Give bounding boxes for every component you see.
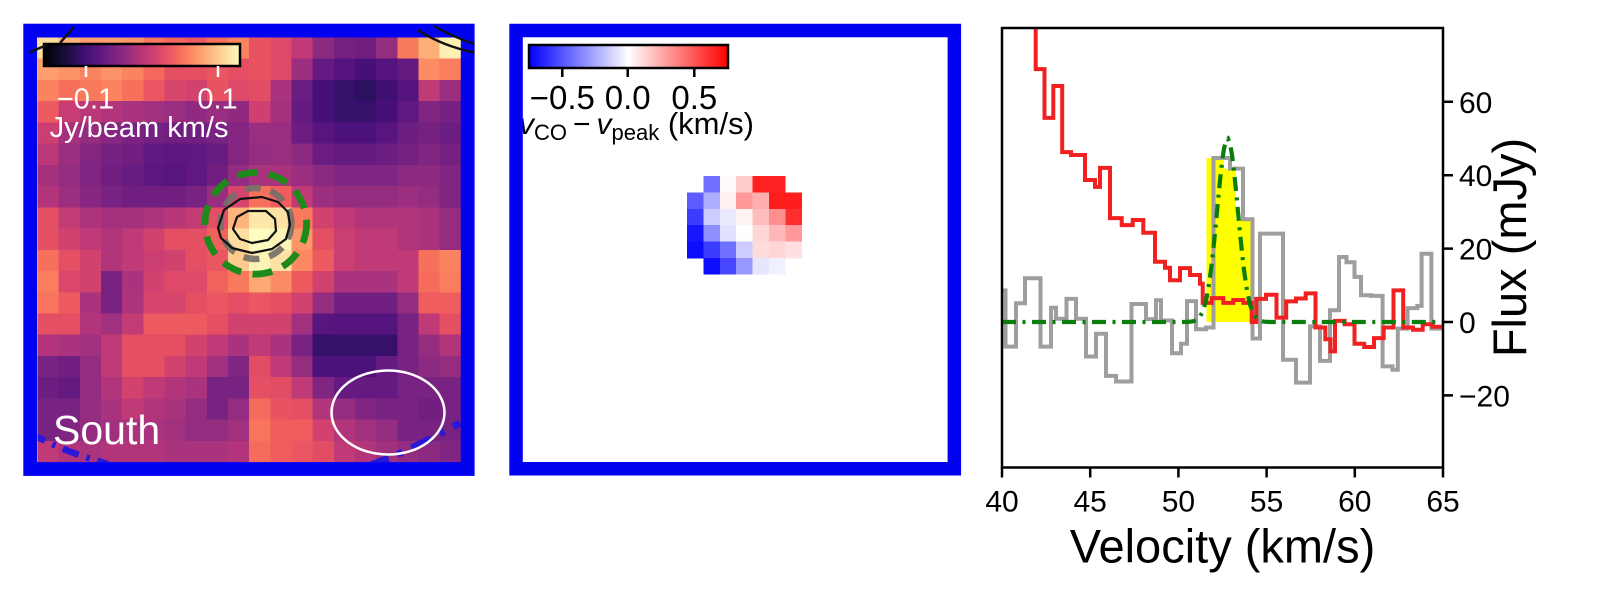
svg-text:−0.5: −0.5 bbox=[530, 79, 595, 116]
svg-text:Flux (mJy): Flux (mJy) bbox=[1483, 138, 1536, 357]
svg-text:60: 60 bbox=[1338, 486, 1371, 519]
svg-text:50: 50 bbox=[1162, 486, 1195, 519]
svg-text:20: 20 bbox=[1459, 234, 1492, 267]
svg-text:Velocity (km/s): Velocity (km/s) bbox=[1070, 520, 1376, 573]
svg-text:0.1: 0.1 bbox=[197, 84, 237, 116]
svg-text:South: South bbox=[53, 407, 160, 453]
svg-text:40: 40 bbox=[985, 486, 1018, 519]
svg-text:45: 45 bbox=[1074, 486, 1107, 519]
svg-text:−0.1: −0.1 bbox=[57, 84, 114, 116]
svg-text:0: 0 bbox=[1459, 307, 1476, 340]
svg-text:vCO − vpeak (km/s): vCO − vpeak (km/s) bbox=[519, 106, 754, 145]
svg-text:65: 65 bbox=[1426, 486, 1459, 519]
svg-text:0.5: 0.5 bbox=[671, 79, 717, 116]
svg-text:55: 55 bbox=[1250, 486, 1283, 519]
svg-text:Jy/beam km/s: Jy/beam km/s bbox=[50, 112, 229, 144]
svg-text:0.0: 0.0 bbox=[605, 79, 651, 116]
svg-text:−20: −20 bbox=[1459, 380, 1510, 413]
svg-text:40: 40 bbox=[1459, 160, 1492, 193]
svg-text:60: 60 bbox=[1459, 87, 1492, 120]
